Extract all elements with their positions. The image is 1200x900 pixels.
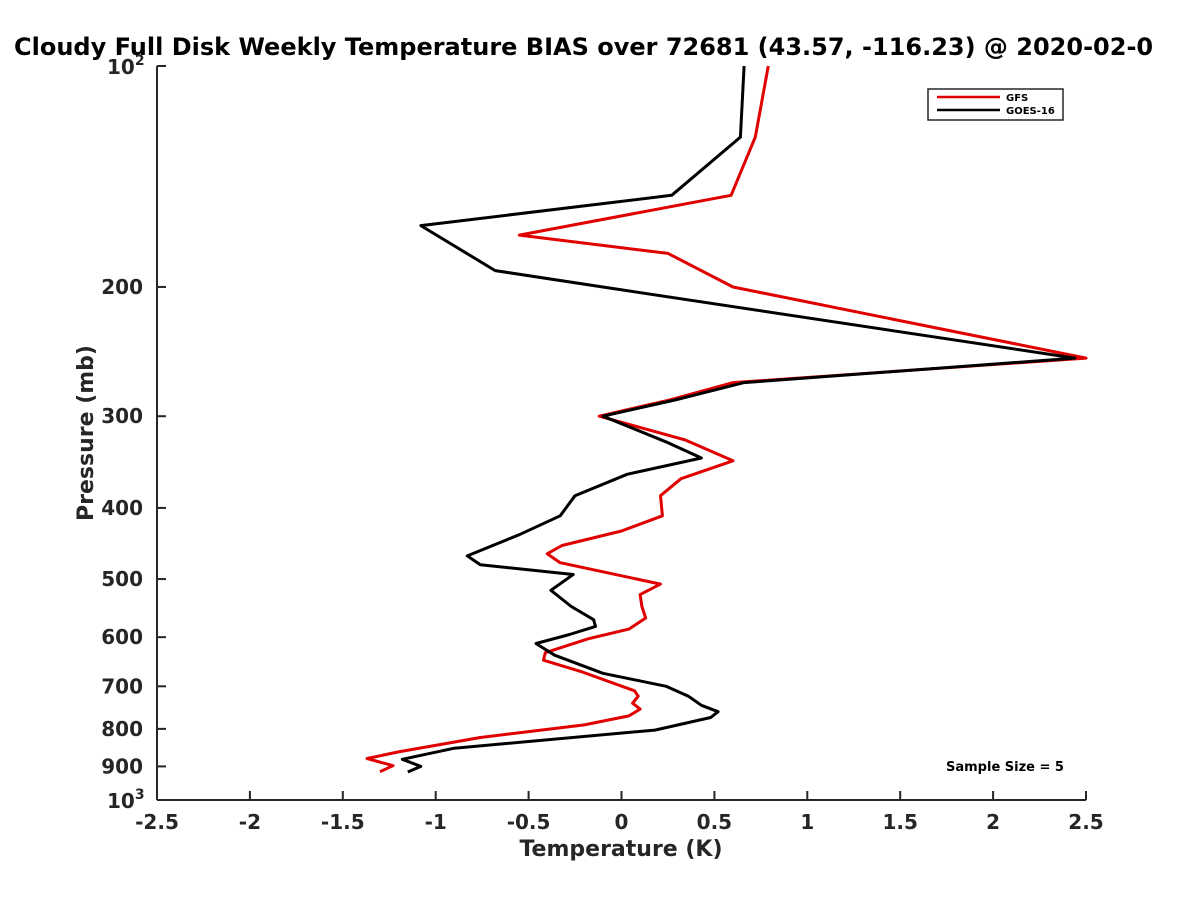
axes: -2.5 -2 -1.5 -1 -0.5 0 0.5 1 1.5 2 2.5 102 200 300 40…: [101, 53, 1103, 834]
y-tick-label: 102: [107, 53, 145, 79]
legend: GFS GOES-16: [927, 88, 1064, 121]
legend-label-gfs: GFS: [1006, 93, 1028, 104]
x-tick-label: 1.5: [882, 810, 917, 834]
x-tick-label: -1: [425, 810, 447, 834]
y-ticks: 102 200 300 400 500 600 700 800 900 103: [101, 53, 166, 813]
y-tick-label: 800: [101, 717, 143, 741]
x-tick-label: -0.5: [507, 810, 551, 834]
y-tick-label: 103: [107, 787, 145, 813]
y-axis-label: Pressure (mb): [74, 345, 99, 521]
x-tick-label: 0.5: [697, 810, 732, 834]
x-tick-label: 1: [800, 810, 814, 834]
plot-area: [365, 65, 1088, 774]
y-tick-label: 900: [101, 754, 143, 778]
y-tick-label: 400: [101, 496, 143, 520]
sample-size-annotation: Sample Size = 5: [946, 760, 1064, 775]
legend-label-goes16: GOES-16: [1006, 106, 1055, 117]
x-tick-label: -2.5: [135, 810, 179, 834]
y-tick-label: 300: [101, 404, 143, 428]
x-ticks: -2.5 -2 -1.5 -1 -0.5 0 0.5 1 1.5 2 2.5: [135, 791, 1104, 834]
x-axis-label: Temperature (K): [519, 837, 722, 862]
chart-title: Cloudy Full Disk Weekly Temperature BIAS…: [14, 33, 1153, 61]
x-tick-label: -1.5: [321, 810, 365, 834]
x-tick-label: 0: [615, 810, 629, 834]
legend-box: [927, 88, 1064, 121]
y-tick-label: 200: [101, 275, 143, 299]
y-tick-label: 600: [101, 625, 143, 649]
series-line-goes16: [400, 65, 1077, 774]
y-tick-label: 500: [101, 567, 143, 591]
series-line-gfs: [365, 65, 1088, 774]
x-tick-label: -2: [239, 810, 261, 834]
x-tick-label: 2.5: [1068, 810, 1103, 834]
y-tick-label: 700: [101, 674, 143, 698]
x-tick-label: 2: [986, 810, 1000, 834]
